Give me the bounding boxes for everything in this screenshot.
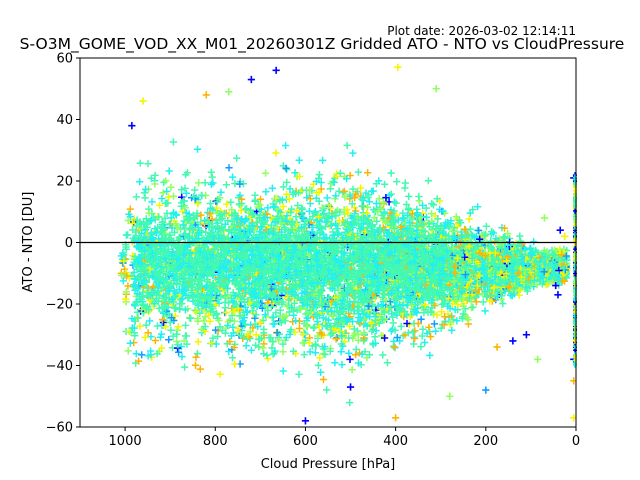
scatter-point [165, 167, 173, 175]
scatter-point [291, 169, 299, 177]
scatter-point [279, 183, 287, 191]
scatter-point [262, 188, 270, 196]
scatter-point [231, 360, 239, 368]
scatter-point [279, 367, 287, 375]
scatter-point [504, 230, 512, 238]
scatter-point [165, 193, 173, 201]
scatter-point [371, 333, 379, 341]
scatter-point [191, 186, 199, 194]
scatter-point [153, 322, 161, 330]
scatter-point [178, 353, 186, 361]
scatter-point [229, 173, 237, 181]
scatter-point [207, 168, 215, 176]
scatter-point [530, 238, 538, 246]
scatter-point [419, 325, 427, 333]
plot-date: Plot date: 2026-03-02 12:14:11 [387, 24, 576, 38]
scatter-point [167, 183, 175, 191]
scatter-point [310, 324, 318, 332]
scatter-point [201, 313, 209, 321]
scatter-point [315, 189, 323, 197]
scatter-point [300, 351, 308, 359]
scatter-point [195, 179, 203, 187]
scatter-point [410, 340, 418, 348]
scatter-point [379, 351, 387, 359]
scatter-point [326, 204, 334, 212]
scatter-point [140, 189, 148, 197]
chart-title: S-O3M_GOME_VOD_XX_M01_20260301Z Gridded … [20, 35, 625, 54]
scatter-point [260, 350, 268, 358]
scatter-points [117, 63, 576, 425]
scatter-point [141, 194, 149, 202]
scatter-point [165, 336, 173, 344]
scatter-point [357, 184, 365, 192]
scatter-point [337, 348, 345, 356]
scatter-point [453, 317, 461, 325]
scatter-point [262, 169, 270, 177]
scatter-point [482, 222, 490, 230]
scatter-point [128, 219, 137, 227]
scatter-point [226, 338, 234, 346]
scatter-point [191, 306, 199, 314]
scatter-point [319, 375, 328, 384]
scatter-point [173, 330, 181, 338]
scatter-point [426, 351, 434, 359]
scatter-point [178, 186, 186, 194]
scatter-point [311, 208, 320, 216]
scatter-point [339, 189, 347, 197]
scatter-point [261, 209, 269, 217]
scatter-point [381, 180, 389, 188]
scatter-point [335, 217, 343, 225]
scatter-point [295, 156, 303, 164]
scatter-point [147, 333, 155, 341]
scatter-point [260, 340, 268, 348]
scatter-point [124, 347, 132, 355]
scatter-point [126, 339, 134, 347]
scatter-point [158, 194, 166, 203]
scatter-point [331, 359, 339, 367]
scatter-point [151, 336, 159, 345]
scatter-point [264, 355, 272, 363]
scatter-point [228, 354, 237, 362]
scatter-point [354, 168, 362, 176]
scatter-point [393, 178, 401, 186]
scatter-point [346, 399, 354, 407]
scatter-point [178, 208, 186, 216]
scatter-point [309, 223, 317, 231]
scatter-point [216, 370, 224, 378]
scatter-point [474, 203, 482, 211]
scatter-point [247, 346, 255, 354]
scatter-point [282, 141, 290, 150]
scatter-point [272, 309, 280, 317]
scatter-point [173, 337, 181, 345]
scatter-point [193, 350, 201, 358]
scatter-point [171, 312, 179, 320]
scatter-point [424, 177, 432, 185]
